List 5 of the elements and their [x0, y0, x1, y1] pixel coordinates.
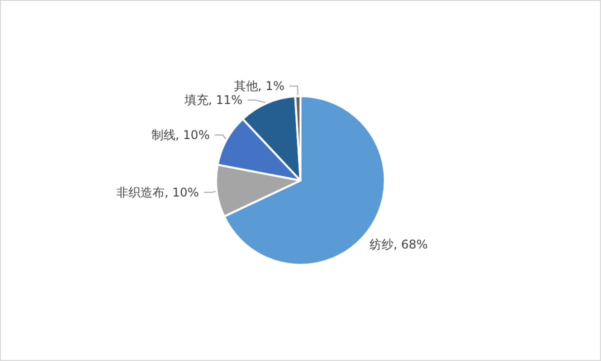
slice-label: 填充, 11%	[183, 93, 243, 108]
slice-label: 纺纱, 68%	[369, 238, 428, 252]
slice-label: 制线, 10%	[151, 128, 210, 142]
slice-label: 非织造布, 10%	[116, 185, 199, 200]
slice-label: 其他, 1%	[234, 79, 285, 94]
